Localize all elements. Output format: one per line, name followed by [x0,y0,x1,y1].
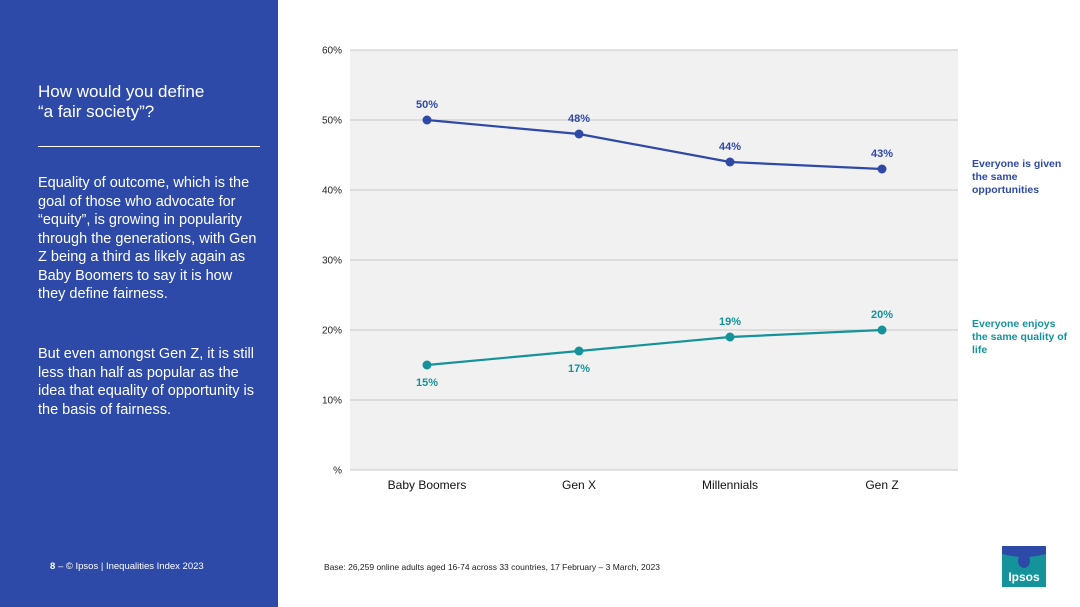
y-tick-label: 60% [322,46,342,57]
legend-series-quality-of-life: Everyone enjoys the same quality of life [972,318,1068,356]
sidebar-paragraph-1: Equality of outcome, which is the goal o… [38,175,257,302]
data-point [725,332,735,342]
data-point [574,346,584,356]
series-line-2 [426,328,883,367]
sidebar-title: How would you define “a fair society”? [38,82,205,121]
x-axis-ticks: Baby Boomers Gen X Millennials Gen Z [388,478,899,492]
page-number: 8 [50,561,56,572]
footer-copyright: – © Ipsos | Inequalities Index 2023 [57,561,204,572]
data-label: 44% [719,141,741,153]
y-tick-label: 20% [322,326,342,337]
data-point [422,360,432,370]
data-point [877,325,887,335]
data-label: 15% [416,377,438,389]
y-axis-ticks: % 10% 20% 30% 40% 50% 60% [322,46,342,477]
gridlines [350,49,958,471]
sidebar-divider [38,146,260,147]
ipsos-logo: Ipsos [1002,546,1046,587]
data-label: 50% [416,99,438,111]
x-tick-label: Gen Z [865,478,898,492]
y-tick-label: 50% [322,116,342,127]
data-point [422,115,432,125]
sidebar-paragraph-2: But even amongst Gen Z, it is still less… [38,346,255,418]
data-point [877,164,887,174]
data-label: 19% [719,316,741,328]
series-group: 50% 48% 44% 43% 15% 17% 19% 20% [416,99,893,389]
logo-text: Ipsos [1008,570,1040,584]
y-tick-label: 40% [322,186,342,197]
legend-series-opportunities: Everyone is given the same opportunities [972,158,1062,196]
x-tick-label: Gen X [562,478,596,492]
data-point [574,129,584,139]
data-label: 43% [871,148,893,160]
series-line-1 [426,118,883,171]
y-tick-label: 10% [322,396,342,407]
data-label: 17% [568,363,590,375]
base-note: Base: 26,259 online adults aged 16-74 ac… [324,562,660,572]
data-label: 20% [871,309,893,321]
line-chart: % 10% 20% 30% 40% 50% 60% Baby Boomers Gen X Mil… [322,46,958,492]
footer: 8 – © Ipsos | Inequalities Index 2023 [50,561,204,572]
x-tick-label: Baby Boomers [388,478,467,492]
x-tick-label: Millennials [702,478,758,492]
y-tick-label: 30% [322,256,342,267]
data-point [725,157,735,167]
y-tick-label: % [333,466,342,477]
sidebar-panel: How would you define “a fair society”? E… [0,0,278,607]
data-label: 48% [568,113,590,125]
